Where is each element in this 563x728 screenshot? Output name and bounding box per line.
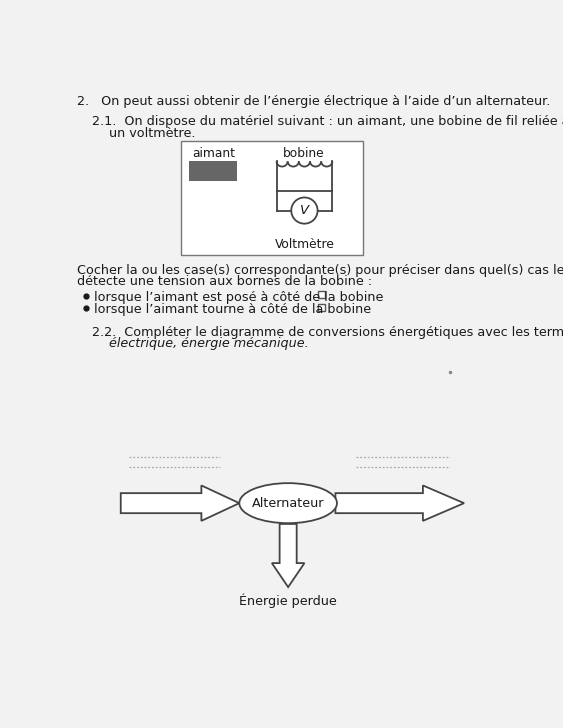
Polygon shape (336, 486, 464, 521)
Text: Alternateur: Alternateur (252, 496, 324, 510)
Text: 2.   On peut aussi obtenir de l’énergie électrique à l’aide d’un alternateur.: 2. On peut aussi obtenir de l’énergie él… (77, 95, 550, 108)
Text: lorsque l’aimant tourne à côté de la bobine: lorsque l’aimant tourne à côté de la bob… (93, 303, 371, 316)
Text: un voltmètre.: un voltmètre. (109, 127, 195, 140)
Bar (318, 304, 325, 311)
Polygon shape (120, 486, 239, 521)
Text: bobine: bobine (283, 146, 324, 159)
Text: aimant: aimant (192, 146, 235, 159)
Text: Voltmètre: Voltmètre (275, 238, 334, 251)
Bar (181, 141, 363, 256)
Text: lorsque l’aimant est posé à côté de la bobine: lorsque l’aimant est posé à côté de la b… (93, 290, 383, 304)
Text: V: V (300, 204, 309, 217)
Bar (318, 291, 325, 298)
Circle shape (291, 197, 318, 223)
Text: électrique, énergie mécanique.: électrique, énergie mécanique. (109, 337, 309, 350)
Text: 2.1.  On dispose du matériel suivant : un aimant, une bobine de fil reliée à: 2.1. On dispose du matériel suivant : un… (92, 115, 563, 128)
Bar (189, 162, 237, 181)
Text: 2.2.  Compléter le diagramme de conversions énergétiques avec les termes : énerg: 2.2. Compléter le diagramme de conversio… (92, 326, 563, 339)
Ellipse shape (239, 483, 337, 523)
Text: Cocher la ou les case(s) correspondante(s) pour préciser dans quel(s) cas le vol: Cocher la ou les case(s) correspondante(… (77, 264, 563, 277)
Text: détecte une tension aux bornes de la bobine :: détecte une tension aux bornes de la bob… (77, 275, 372, 288)
Polygon shape (272, 524, 305, 587)
Text: Énergie perdue: Énergie perdue (239, 593, 337, 608)
